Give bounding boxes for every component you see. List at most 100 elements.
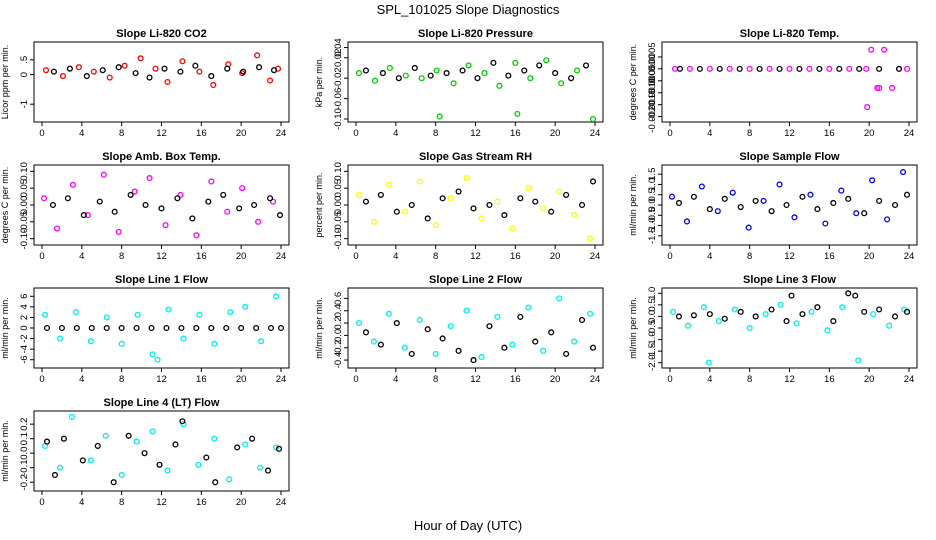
- data-point-black: [737, 308, 744, 315]
- y-tick-label: 0.5: [647, 188, 658, 201]
- x-tick-label: 24: [590, 128, 601, 139]
- data-point: [402, 72, 409, 79]
- data-point-black: [737, 204, 744, 211]
- x-tick-label: 16: [510, 128, 521, 139]
- data-points: [671, 46, 911, 111]
- data-point-black: [174, 195, 181, 202]
- data-points: [355, 57, 597, 122]
- data-point-black: [223, 324, 230, 332]
- chart-panel-7: Slope Line 2 Flow ml/min per min. 0 4 8 12 16 2…: [314, 274, 604, 385]
- data-point-black: [505, 72, 512, 79]
- x-tick-label: 8: [119, 374, 124, 385]
- x-tick-label: 0: [39, 374, 44, 385]
- y-tick-label: 0.0005: [647, 42, 658, 71]
- data-point: [478, 353, 485, 361]
- x-tick-label: 0: [667, 374, 672, 385]
- y-tick-label: -0.0015: [647, 89, 658, 121]
- data-point: [700, 304, 707, 311]
- x-tick-label: 16: [196, 251, 207, 262]
- data-point-black: [486, 201, 493, 209]
- data-point: [777, 301, 784, 308]
- data-point-black: [205, 198, 212, 205]
- data-point: [149, 428, 156, 435]
- data-point-black: [43, 324, 51, 332]
- data-point: [56, 335, 63, 342]
- chart-panel-1: Slope Li-820 Pressure kPa per min. 0 4 8 12 16…: [314, 28, 604, 139]
- y-tick-label: -2: [19, 334, 30, 342]
- data-point-black: [178, 324, 185, 332]
- data-point-black: [455, 347, 462, 354]
- data-point: [706, 65, 713, 72]
- panels-group: Slope Li-820 CO2 Licor ppm per min. 0 4 8 12 1…: [0, 28, 918, 508]
- data-point-black: [788, 292, 795, 299]
- data-point-black: [470, 357, 477, 364]
- data-point: [179, 58, 186, 65]
- data-point-black: [58, 324, 65, 332]
- data-point-black: [141, 450, 148, 457]
- data-point: [746, 65, 753, 72]
- x-tick-label: 0: [39, 251, 44, 262]
- data-point-black: [88, 324, 95, 332]
- y-tick-label: 0.00: [333, 196, 344, 215]
- data-point: [224, 208, 231, 215]
- data-point: [272, 293, 280, 300]
- data-point-black: [563, 191, 570, 198]
- data-point: [257, 464, 264, 471]
- data-points: [41, 413, 283, 486]
- data-point-black: [443, 70, 450, 77]
- data-point: [355, 320, 363, 327]
- data-point-black: [172, 441, 179, 448]
- data-point: [686, 65, 693, 72]
- data-point-black: [83, 73, 90, 80]
- data-point: [447, 195, 454, 202]
- data-point-black: [768, 306, 775, 313]
- data-point-black: [177, 68, 184, 75]
- data-point: [760, 197, 767, 204]
- y-tick-label: -0.0020: [647, 100, 658, 132]
- chart-panel-5: Slope Sample Flow ml/min per min. 0 4 8 12 16 2…: [628, 151, 918, 262]
- data-point-black: [876, 65, 883, 72]
- data-point: [714, 208, 721, 215]
- data-point-black: [490, 59, 497, 66]
- data-point-black: [146, 74, 153, 81]
- x-tick-label: 20: [550, 374, 561, 385]
- data-point: [40, 195, 48, 202]
- data-point: [450, 80, 457, 87]
- data-point-black: [118, 324, 125, 332]
- data-point: [715, 318, 722, 325]
- data-point-black: [579, 316, 586, 324]
- data-point-black: [470, 205, 477, 212]
- data-point-black: [220, 191, 227, 198]
- data-point: [514, 110, 521, 117]
- x-tick-label: 12: [784, 374, 795, 385]
- x-tick-label: 8: [119, 251, 124, 262]
- data-point: [826, 65, 833, 72]
- data-point: [525, 185, 532, 192]
- data-point: [226, 476, 233, 483]
- data-point-black: [752, 197, 759, 204]
- y-tick-label: -1.5: [647, 343, 658, 359]
- data-point: [137, 55, 144, 62]
- data-point-black: [521, 67, 528, 74]
- data-point: [56, 464, 63, 471]
- data-point-black: [783, 201, 790, 209]
- data-point: [874, 84, 881, 92]
- x-tick-label: 8: [119, 497, 124, 508]
- data-point-black: [568, 75, 575, 82]
- data-point-black: [517, 195, 524, 202]
- chart-title: Slope Sample Flow: [739, 151, 840, 163]
- x-tick-label: 4: [79, 497, 84, 508]
- data-point: [846, 65, 853, 72]
- data-point: [668, 193, 676, 200]
- data-point-black: [424, 215, 431, 222]
- data-point: [266, 77, 274, 84]
- data-point-black: [696, 65, 703, 72]
- data-point: [118, 340, 125, 347]
- data-point-black: [362, 329, 370, 336]
- data-point: [543, 57, 550, 64]
- data-point: [42, 67, 50, 74]
- x-tick-label: 16: [824, 251, 835, 262]
- data-point: [855, 357, 862, 364]
- data-point-black: [836, 65, 843, 72]
- data-point-black: [427, 72, 434, 79]
